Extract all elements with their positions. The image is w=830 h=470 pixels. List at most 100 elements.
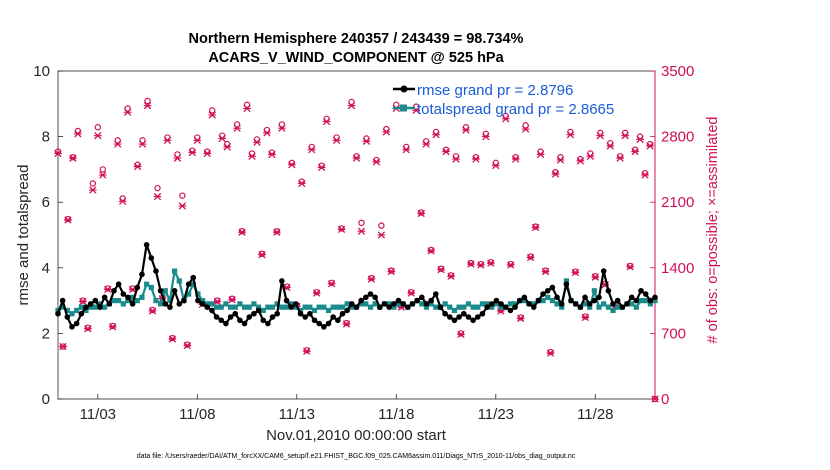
totalspread-point bbox=[88, 304, 94, 310]
obs-assimilated-marker bbox=[362, 137, 371, 145]
rmse-point bbox=[479, 310, 486, 317]
obs-possible-marker bbox=[233, 121, 241, 128]
obs-possible-marker bbox=[114, 137, 121, 144]
obs-assimilated-marker bbox=[278, 124, 286, 132]
rmse-point bbox=[83, 304, 89, 310]
rmse-point bbox=[209, 307, 215, 314]
obs-possible-marker bbox=[447, 272, 455, 279]
data-file-footer: data file: /Users/raeder/DAI/ATM_forcXX/… bbox=[137, 453, 576, 460]
obs-assimilated-marker bbox=[188, 148, 197, 157]
obs-assimilated-marker bbox=[586, 152, 595, 160]
obs-assimilated-marker bbox=[103, 285, 112, 294]
obs-possible-marker bbox=[358, 219, 365, 227]
rmse-point bbox=[307, 310, 313, 317]
rmse-point bbox=[120, 291, 127, 297]
obs-assimilated-marker bbox=[108, 323, 117, 331]
obs-possible-marker bbox=[408, 288, 415, 296]
totalspread-point bbox=[69, 311, 75, 317]
obs-possible-marker bbox=[149, 306, 156, 314]
x-tick-label: 11/03 bbox=[80, 406, 116, 423]
obs-assimilated-marker bbox=[123, 108, 132, 116]
totalspread-point bbox=[601, 301, 607, 307]
totalspread-point bbox=[330, 304, 336, 310]
y-right-tick-label: 0 bbox=[661, 391, 669, 408]
rmse-point bbox=[358, 297, 364, 304]
totalspread-point bbox=[633, 304, 639, 310]
totalspread-point bbox=[559, 304, 565, 310]
y-left-tick-label: 6 bbox=[42, 194, 50, 211]
obs-possible-marker bbox=[517, 314, 524, 321]
obs-possible-marker bbox=[79, 297, 87, 304]
y-right-tick-label: 2100 bbox=[661, 194, 694, 211]
obs-assimilated-marker bbox=[143, 102, 152, 110]
totalspread-point bbox=[130, 294, 136, 300]
obs-assimilated-marker bbox=[153, 192, 162, 201]
obs-assimilated-marker bbox=[591, 273, 600, 281]
totalspread-point bbox=[78, 304, 84, 310]
totalspread-point bbox=[158, 301, 164, 307]
totalspread-point bbox=[64, 307, 70, 314]
totalspread-point bbox=[498, 304, 504, 310]
rmse-point bbox=[167, 304, 173, 310]
obs-assimilated-marker bbox=[387, 267, 396, 276]
obs-assimilated-marker bbox=[327, 280, 336, 288]
obs-assimilated-marker bbox=[228, 296, 236, 304]
y-left-tick-label: 10 bbox=[33, 63, 50, 80]
obs-possible-marker bbox=[542, 267, 549, 274]
rmse-point bbox=[498, 301, 504, 307]
obs-possible-marker bbox=[179, 192, 186, 199]
obs-assimilated-marker bbox=[516, 314, 525, 323]
obs-assimilated-marker bbox=[133, 162, 142, 171]
obs-assimilated-marker bbox=[302, 347, 311, 355]
obs-assimilated-marker bbox=[173, 154, 182, 162]
rmse-point bbox=[488, 301, 495, 307]
obs-assimilated-marker bbox=[541, 267, 550, 276]
y-right-tick-label: 2800 bbox=[661, 129, 694, 146]
obs-assimilated-marker bbox=[437, 266, 445, 274]
totalspread-point bbox=[55, 307, 61, 314]
obs-assimilated-marker bbox=[546, 349, 555, 357]
totalspread-point bbox=[241, 304, 248, 310]
obs-assimilated-marker bbox=[651, 395, 659, 403]
rmse-point bbox=[558, 301, 565, 307]
totalspread-point bbox=[246, 304, 252, 310]
obs-possible-marker bbox=[213, 297, 221, 304]
rmse-point bbox=[474, 314, 481, 320]
totalspread-point bbox=[311, 307, 318, 314]
totalspread-point bbox=[344, 301, 350, 307]
obs-possible-marker bbox=[413, 103, 420, 110]
totalspread-point bbox=[134, 298, 140, 304]
y-left-tick-label: 8 bbox=[42, 129, 50, 146]
obs-possible-marker bbox=[527, 253, 534, 260]
totalspread-point bbox=[638, 298, 644, 304]
totalspread-point bbox=[213, 304, 220, 310]
totalspread-point bbox=[386, 301, 392, 307]
rmse-point bbox=[260, 317, 267, 324]
totalspread-point bbox=[176, 278, 182, 284]
legend: rmse grand pr = 2.8796 totalspread grand… bbox=[393, 82, 614, 118]
obs-assimilated-marker bbox=[382, 128, 391, 136]
rmse-point bbox=[69, 324, 75, 330]
rmse-point bbox=[73, 320, 80, 327]
totalspread-point bbox=[479, 301, 486, 307]
y-axis-left: 0 2 4 6 8 10 bbox=[33, 63, 63, 408]
totalspread-point bbox=[288, 301, 294, 307]
rmse-point bbox=[372, 294, 378, 301]
obs-assimilated-marker bbox=[422, 140, 430, 148]
rmse-point bbox=[143, 242, 150, 248]
obs-assimilated-marker bbox=[268, 150, 276, 159]
rmse-point bbox=[339, 310, 346, 317]
obs-possible-marker bbox=[139, 137, 146, 144]
rmse-point bbox=[377, 304, 383, 310]
obs-assimilated-marker bbox=[88, 186, 97, 194]
rmse-point bbox=[442, 310, 448, 317]
obs-possible-marker bbox=[522, 122, 529, 129]
totalspread-point bbox=[489, 304, 495, 310]
obs-assimilated-marker bbox=[367, 275, 376, 283]
obs-possible-marker bbox=[124, 105, 131, 112]
totalspread-point bbox=[442, 301, 448, 307]
totalspread-point bbox=[419, 301, 425, 307]
rmse-point bbox=[223, 320, 229, 327]
obs-possible-marker bbox=[388, 267, 395, 274]
totalspread-point bbox=[372, 301, 378, 307]
